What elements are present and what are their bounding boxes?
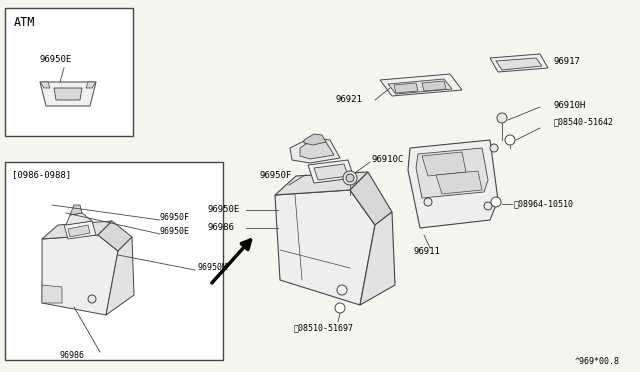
Polygon shape <box>54 88 82 100</box>
Polygon shape <box>408 140 498 228</box>
Polygon shape <box>360 212 395 305</box>
Circle shape <box>497 113 507 123</box>
Text: 96921: 96921 <box>336 96 363 105</box>
Polygon shape <box>106 237 134 315</box>
Polygon shape <box>98 221 132 251</box>
Text: 96950M: 96950M <box>197 263 227 273</box>
Polygon shape <box>350 172 392 225</box>
Text: 96950E: 96950E <box>208 205 240 215</box>
Polygon shape <box>300 140 334 159</box>
Text: ATM: ATM <box>14 16 35 29</box>
Polygon shape <box>275 172 368 195</box>
Polygon shape <box>314 164 348 180</box>
Polygon shape <box>490 54 548 72</box>
Polygon shape <box>422 152 466 176</box>
Polygon shape <box>42 285 62 303</box>
Circle shape <box>505 135 515 145</box>
Text: Ⓝ08964-10510: Ⓝ08964-10510 <box>514 199 574 208</box>
Text: 96950F: 96950F <box>160 214 190 222</box>
Polygon shape <box>394 83 418 93</box>
Circle shape <box>335 303 345 313</box>
Polygon shape <box>290 138 340 163</box>
Polygon shape <box>40 82 50 88</box>
Text: 96911: 96911 <box>414 247 441 257</box>
Circle shape <box>337 285 347 295</box>
Polygon shape <box>42 235 118 315</box>
Circle shape <box>346 174 354 182</box>
Polygon shape <box>40 82 96 106</box>
Polygon shape <box>496 58 542 70</box>
Bar <box>5 8 133 136</box>
Polygon shape <box>308 160 354 183</box>
Circle shape <box>491 197 501 207</box>
Polygon shape <box>422 81 446 91</box>
Text: Ⓢ08510-51697: Ⓢ08510-51697 <box>294 324 354 333</box>
Text: 96986: 96986 <box>60 350 85 359</box>
Text: 96950E: 96950E <box>40 55 72 64</box>
Circle shape <box>88 295 96 303</box>
Text: Ⓢ08540-51642: Ⓢ08540-51642 <box>554 118 614 126</box>
Circle shape <box>484 202 492 210</box>
Polygon shape <box>275 190 375 305</box>
Polygon shape <box>304 134 326 145</box>
Polygon shape <box>70 205 82 215</box>
Polygon shape <box>388 79 452 94</box>
Text: 96910H: 96910H <box>554 102 586 110</box>
Circle shape <box>424 198 432 206</box>
Text: ^969*00.8: ^969*00.8 <box>575 357 620 366</box>
Text: [0986-0988]: [0986-0988] <box>12 170 71 180</box>
Polygon shape <box>64 221 96 239</box>
Text: 96950F: 96950F <box>259 170 291 180</box>
Text: 96910C: 96910C <box>372 155 404 164</box>
Text: 96917: 96917 <box>554 58 581 67</box>
Polygon shape <box>66 213 92 225</box>
Circle shape <box>490 144 498 152</box>
Text: 96950E: 96950E <box>160 228 190 237</box>
Polygon shape <box>380 74 462 96</box>
Polygon shape <box>416 148 488 198</box>
Bar <box>5 162 223 360</box>
Text: 96986: 96986 <box>208 224 235 232</box>
Polygon shape <box>42 221 112 239</box>
Polygon shape <box>86 82 96 88</box>
Polygon shape <box>436 171 482 194</box>
Polygon shape <box>68 225 90 237</box>
Circle shape <box>343 171 357 185</box>
